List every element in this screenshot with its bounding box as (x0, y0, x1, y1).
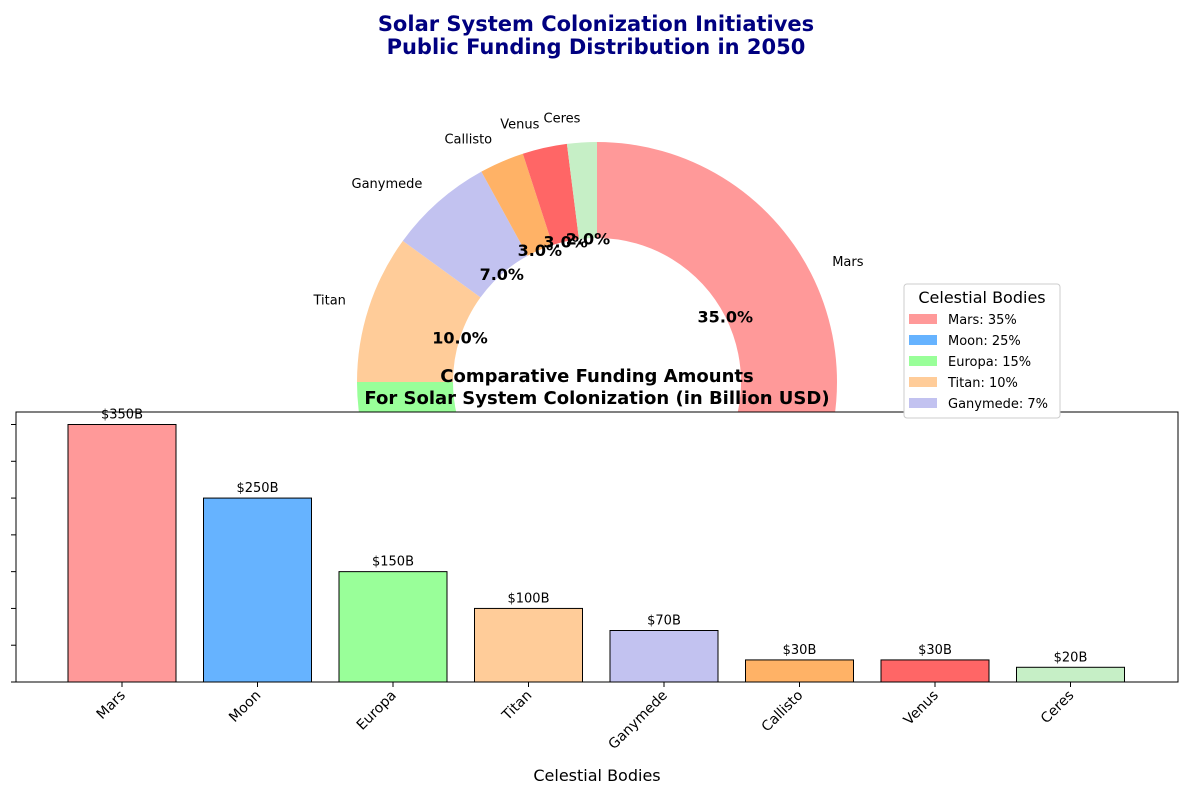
legend-frame (903, 283, 1061, 419)
figure-title-line-2: Public Funding Distribution in 2050 (387, 35, 806, 59)
slice-label-callisto: Callisto (444, 133, 492, 148)
x-axis-label: Celestial Bodies (533, 766, 660, 785)
x-tick-label-ceres: Ceres (1038, 688, 1077, 727)
legend-label-titan: Titan: 10% (947, 376, 1018, 391)
legend-label-ganymede: Ganymede: 7% (948, 397, 1048, 412)
legend-label-mars: Mars: 35% (948, 313, 1017, 328)
donut-slice-ganymede (402, 171, 528, 298)
legend-swatch-titan (909, 377, 937, 387)
legend-label-europa: Europa: 15% (948, 355, 1031, 370)
bar-ganymede (609, 630, 719, 683)
slice-label-venus: Venus (500, 117, 539, 132)
bar-value-label-ganymede: $70B (647, 614, 681, 629)
slice-pct-ceres: 2.0% (566, 229, 610, 248)
donut-slice-callisto (481, 153, 553, 256)
slice-pct-mars: 35.0% (698, 308, 754, 327)
legend-title: Celestial Bodies (918, 288, 1045, 307)
x-tick-label-moon: Moon (226, 688, 264, 726)
legend: Celestial Bodies Mars: 35% Moon: 25% Europ… (903, 283, 1061, 419)
bar-value-label-moon: $250B (236, 481, 278, 496)
legend-swatch-europa (909, 356, 937, 366)
bar-value-label-ceres: $20B (1054, 650, 1088, 665)
x-tick-label-callisto: Callisto (759, 688, 807, 736)
slice-pct-venus: 3.0% (543, 232, 587, 251)
figure-title-line-1: Solar System Colonization Initiatives (378, 12, 814, 36)
bar-moon (203, 497, 312, 683)
legend-label-moon: Moon: 25% (948, 334, 1021, 349)
x-tick-label-venus: Venus (901, 688, 942, 729)
bar-title-line-1: Comparative Funding Amounts (440, 366, 753, 387)
bar-callisto (745, 659, 854, 683)
bar-value-label-venus: $30B (918, 643, 952, 658)
donut-slice-ceres (566, 142, 597, 240)
donut-slice-venus (522, 143, 579, 246)
slice-label-ganymede: Ganymede (352, 177, 423, 192)
bar-value-label-callisto: $30B (783, 643, 817, 658)
bar-value-label-titan: $100B (507, 591, 549, 606)
donut-slice-titan (357, 240, 481, 382)
bar-ceres (1016, 666, 1125, 683)
bar-value-label-europa: $150B (372, 555, 414, 570)
bar-venus (880, 659, 990, 683)
bar-title-line-2: For Solar System Colonization (in Billio… (364, 388, 829, 409)
slice-pct-titan: 10.0% (432, 329, 488, 348)
x-tick-label-europa: Europa (354, 688, 400, 734)
x-tick-label-mars: Mars (94, 688, 129, 723)
x-tick-label-titan: Titan (499, 688, 536, 725)
legend-entries: Mars: 35% Moon: 25% Europa: 15% Titan: 10% G… (909, 313, 1048, 412)
slice-label-ceres: Ceres (544, 112, 581, 127)
slice-pct-ganymede: 7.0% (480, 265, 524, 284)
slice-pct-callisto: 3.0% (518, 241, 562, 260)
bar-titan (474, 607, 583, 683)
x-tick-label-ganymede: Ganymede (606, 688, 671, 753)
legend-swatch-mars (909, 314, 937, 324)
slice-label-titan: Titan (312, 293, 345, 308)
slice-label-mars: Mars (832, 255, 864, 270)
bar-mars (67, 424, 177, 683)
legend-swatch-ganymede (909, 398, 937, 408)
bar-europa (338, 571, 448, 683)
legend-swatch-moon (909, 335, 937, 345)
bar-plot-area (15, 411, 1179, 683)
bar-value-label-mars: $350B (101, 408, 143, 423)
